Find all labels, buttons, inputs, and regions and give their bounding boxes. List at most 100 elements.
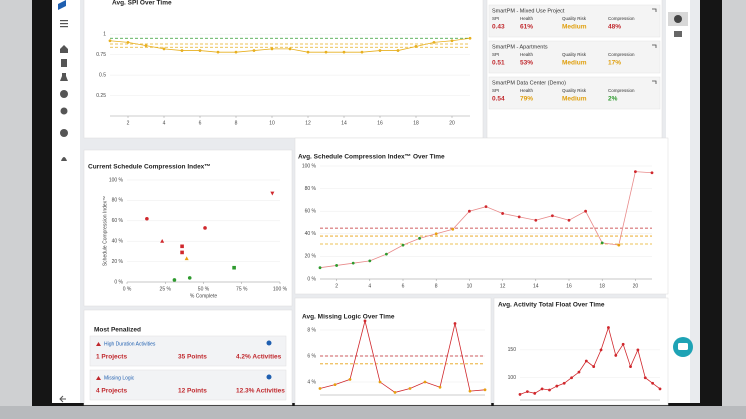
help-icon[interactable] [60, 90, 68, 98]
settings-icon[interactable] [60, 107, 68, 115]
point [385, 252, 388, 256]
metric-value: Medium [562, 60, 587, 67]
point [548, 388, 551, 392]
y-tick-label: 0 % [114, 279, 123, 285]
point [599, 348, 603, 352]
x-tick-label: 14 [341, 120, 347, 126]
x-tick-label: 16 [377, 120, 383, 126]
metric-label: Health [520, 16, 534, 21]
bell-icon[interactable] [61, 157, 67, 161]
user-icon[interactable] [60, 129, 68, 137]
metric-value: 53% [520, 60, 533, 67]
point [351, 261, 355, 265]
point [607, 326, 610, 329]
menu-icon[interactable] [60, 26, 68, 28]
open-icon[interactable] [652, 80, 657, 84]
y-tick-label: 100 % [302, 163, 317, 169]
project-card[interactable] [488, 4, 661, 38]
metric-label: Quality Risk [562, 16, 587, 21]
penalty-points: 12 Points [178, 388, 207, 395]
penalty-projects: 4 Projects [96, 388, 127, 395]
panel [493, 297, 669, 406]
penalty-card[interactable] [89, 369, 287, 401]
panel [294, 297, 492, 406]
y-tick-label: 20 % [112, 259, 124, 265]
y-tick-label: 6 % [307, 353, 316, 359]
chart-title: Avg. Schedule Compression Index™ Over Ti… [298, 154, 445, 161]
chart-title: Current Schedule Compression Index™ [88, 164, 211, 171]
project-card[interactable] [488, 76, 661, 110]
metric-label: Health [520, 88, 534, 93]
y-tick-label: 40 % [112, 239, 124, 245]
point [348, 378, 352, 381]
point [162, 47, 166, 51]
x-tick-label: 8 [235, 120, 238, 126]
open-icon[interactable] [652, 8, 657, 12]
project-card[interactable] [488, 40, 661, 74]
point [614, 354, 618, 357]
point [617, 243, 621, 247]
lab-icon[interactable] [60, 73, 68, 81]
x-axis-label: % Complete [190, 293, 217, 299]
point [600, 241, 604, 245]
point [636, 348, 640, 352]
penalty-activities: 12.3% Activities [236, 388, 285, 395]
penalty-name: Missing Logic [104, 375, 135, 381]
x-tick-label: 0 % [123, 286, 132, 292]
point [418, 236, 421, 240]
x-tick-label: 75 % [236, 286, 248, 292]
list-icon[interactable] [674, 31, 682, 37]
point [525, 390, 529, 394]
point [468, 389, 472, 393]
x-tick-label: 50 % [198, 286, 210, 292]
point [592, 365, 596, 368]
point [651, 381, 655, 385]
chart-title: Avg. SPI Over Time [112, 0, 172, 7]
point [484, 205, 488, 209]
x-tick-label: 8 [435, 283, 438, 289]
open-icon[interactable] [652, 44, 657, 48]
logout-icon[interactable] [59, 395, 66, 403]
point [501, 212, 504, 215]
doc-icon[interactable] [61, 59, 67, 67]
metric-label: Compression [608, 52, 635, 57]
y-tick-label: 0 % [307, 276, 316, 282]
point [160, 239, 165, 243]
metric-value: 0.51 [492, 60, 505, 67]
panel [294, 137, 669, 295]
sidebar-icons [59, 20, 68, 403]
point [270, 191, 275, 196]
point [643, 376, 647, 380]
point [108, 39, 112, 43]
point [360, 50, 364, 54]
point [368, 259, 372, 263]
x-tick-label: 25 % [160, 286, 172, 292]
globe-icon[interactable] [674, 15, 682, 23]
home-icon[interactable] [60, 45, 68, 53]
point [629, 365, 632, 368]
x-tick-label: 18 [413, 120, 419, 126]
x-tick-label: 2 [335, 283, 338, 289]
point [534, 218, 538, 222]
point [393, 391, 397, 394]
y-tick-label: 100 [508, 375, 517, 381]
x-tick-label: 14 [533, 283, 539, 289]
penalty-projects: 1 Projects [96, 354, 127, 361]
menu-icon[interactable] [60, 23, 68, 25]
x-tick-label: 4 [368, 283, 371, 289]
point [396, 49, 400, 52]
point [252, 49, 256, 52]
point [187, 276, 192, 280]
point [333, 383, 337, 386]
menu-icon[interactable] [60, 20, 68, 22]
point [423, 380, 427, 384]
metric-value: 0.54 [492, 96, 505, 103]
point [378, 49, 382, 52]
penalty-card[interactable] [89, 335, 287, 367]
point [232, 265, 236, 270]
point [342, 50, 346, 54]
point [577, 370, 581, 374]
panel-title: Most Penalized [94, 327, 141, 334]
series-line [319, 320, 486, 393]
point [234, 50, 238, 54]
